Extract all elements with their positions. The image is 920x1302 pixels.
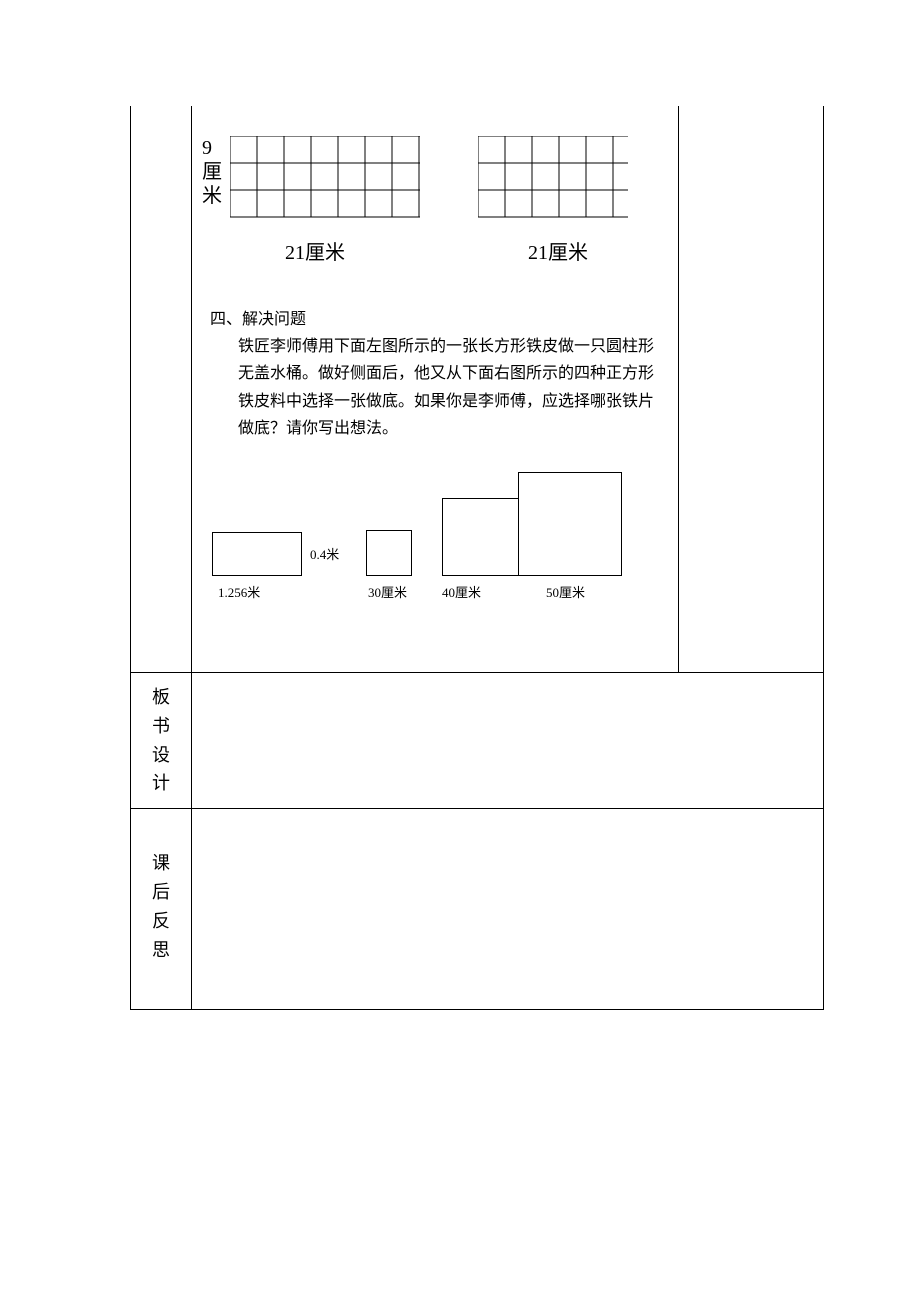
- reflection-content: [210, 819, 805, 899]
- shapes-area: 0.4米 1.256米 30厘米 40厘米 50厘米: [210, 472, 660, 642]
- square-50cm: [518, 472, 622, 576]
- page: 9 厘 米: [0, 0, 920, 1302]
- left-grid: [230, 136, 420, 218]
- row2-char-4: 计: [131, 769, 191, 798]
- y-label-char-1: 9: [202, 136, 222, 160]
- square-40cm: [442, 498, 520, 576]
- lesson-plan-table: 9 厘 米: [130, 106, 824, 1010]
- row1-content-cell: 9 厘 米: [192, 106, 679, 672]
- square-30cm: [366, 530, 412, 576]
- row3-char-1: 课: [131, 849, 191, 878]
- big-rectangle: [212, 532, 302, 576]
- square-40cm-label: 40厘米: [442, 582, 481, 604]
- row3-char-2: 后: [131, 878, 191, 907]
- row2-char-2: 书: [131, 712, 191, 741]
- row1-right-cell: [679, 106, 824, 672]
- y-label-char-2: 厘: [202, 160, 222, 184]
- right-grid: [478, 136, 628, 218]
- row2-char-3: 设: [131, 741, 191, 770]
- row2-char-1: 板: [131, 683, 191, 712]
- row3-content-cell: [192, 809, 824, 1010]
- y-label-char-3: 米: [202, 184, 222, 208]
- row3-char-4: 思: [131, 936, 191, 965]
- row1-label-cell: [131, 106, 192, 672]
- section4-title: 四、解决问题: [210, 306, 660, 333]
- board-design-content: [210, 683, 805, 763]
- square-30cm-label: 30厘米: [368, 582, 407, 604]
- row2-content-cell: [192, 672, 824, 808]
- big-rect-height-label: 0.4米: [310, 544, 339, 566]
- row3-label-cell: 课 后 反 思: [131, 809, 192, 1010]
- left-grid-x-label: 21厘米: [285, 236, 345, 270]
- row2-label-cell: 板 书 设 计: [131, 672, 192, 808]
- section4-text: 铁匠李师傅用下面左图所示的一张长方形铁皮做一只圆柱形无盖水桶。做好侧面后，他又从…: [210, 333, 660, 442]
- right-grid-x-label: 21厘米: [528, 236, 588, 270]
- grid-area: 9 厘 米: [210, 116, 660, 276]
- row3-char-3: 反: [131, 907, 191, 936]
- big-rect-width-label: 1.256米: [218, 582, 260, 604]
- grid-y-axis-label: 9 厘 米: [202, 136, 222, 208]
- square-50cm-label: 50厘米: [546, 582, 585, 604]
